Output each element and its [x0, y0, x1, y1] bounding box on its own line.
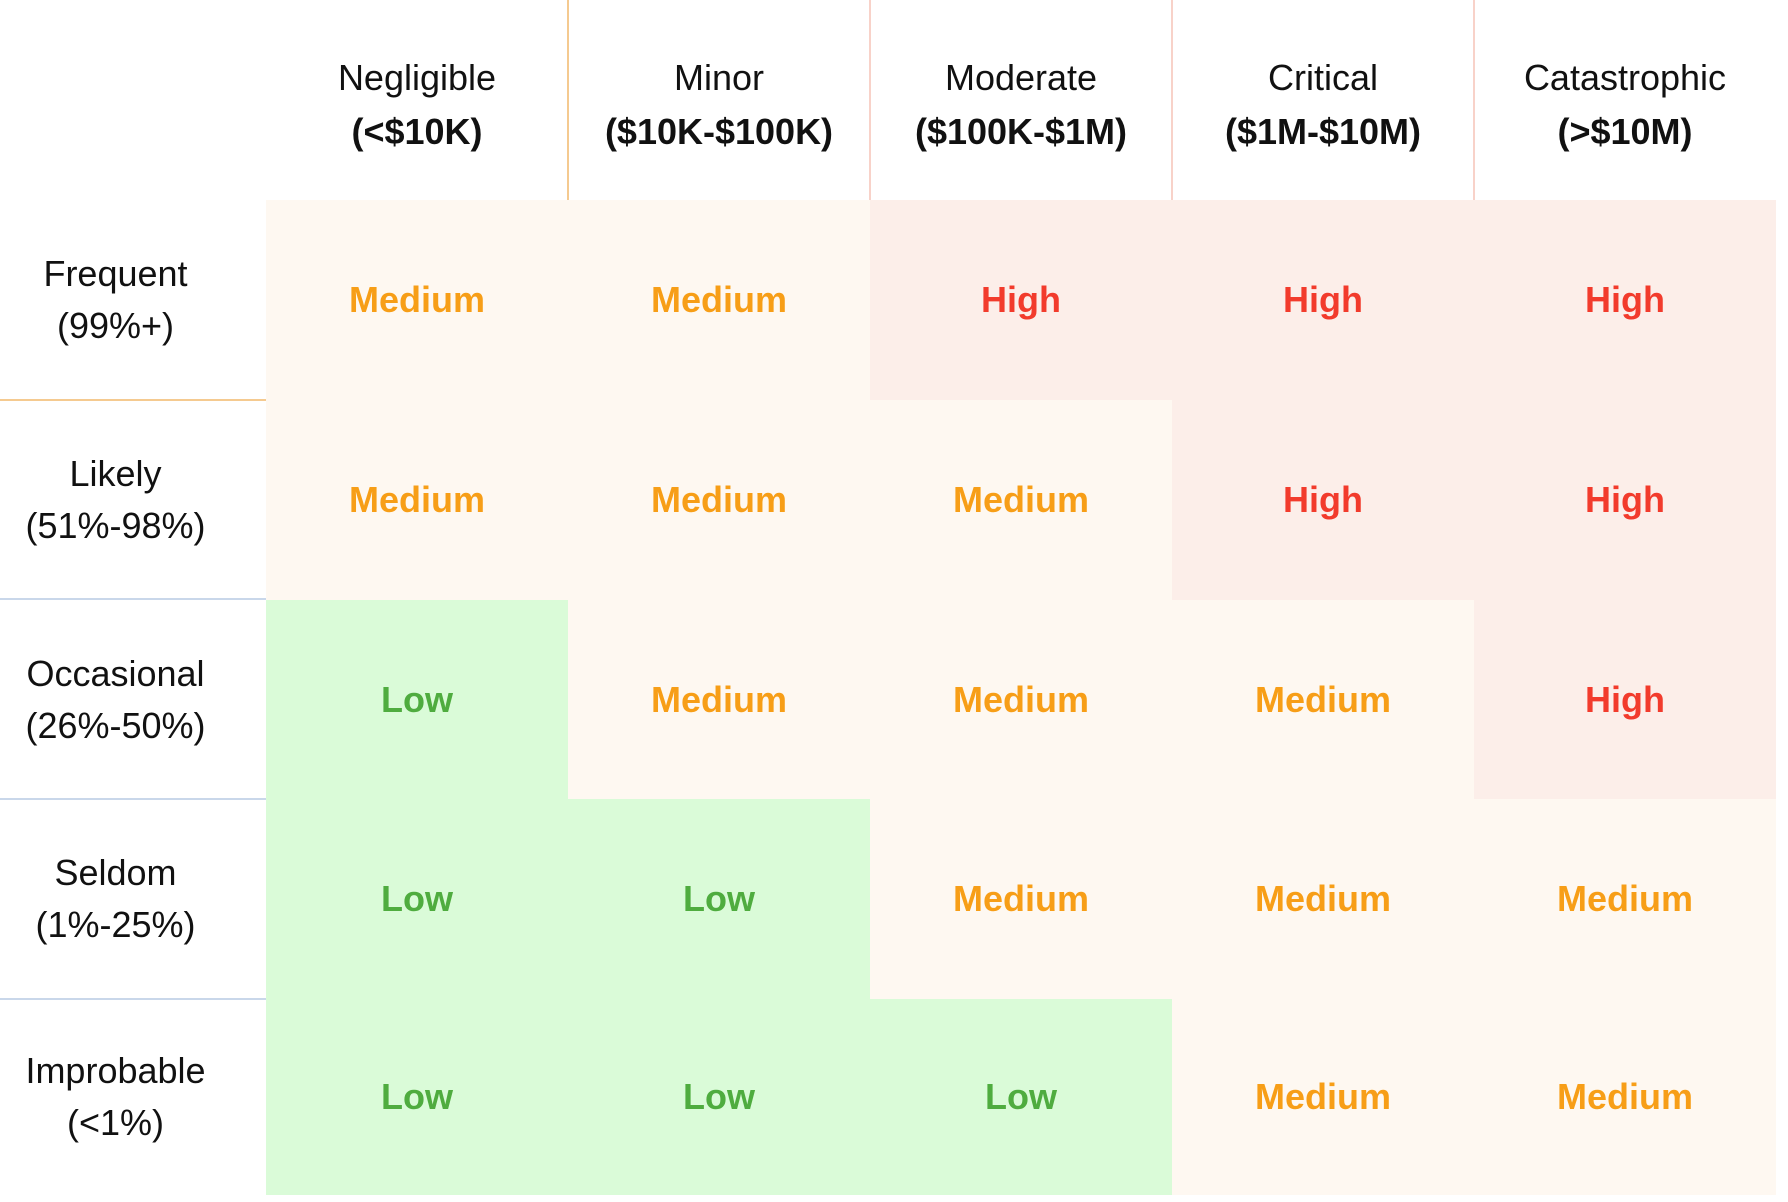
risk-level-value: Medium [348, 479, 485, 520]
risk-level-value: Low [683, 878, 755, 919]
cell-frequent-minor: Medium [568, 200, 870, 400]
row-divider [0, 798, 267, 800]
cell-improbable-moderate: Low [870, 999, 1172, 1195]
cell-occasional-catastrophic: High [1474, 600, 1776, 799]
row-header-label: Occasional [26, 652, 205, 694]
row-header-occasional: Occasional (26%-50%) [0, 600, 267, 799]
cell-occasional-minor: Medium [568, 600, 870, 799]
header-divider [567, 0, 569, 200]
risk-level-value: Low [381, 1076, 453, 1117]
row-header-label: Seldom [54, 852, 177, 893]
risk-level-value: Low [683, 1076, 755, 1117]
row-header-range: (1%-25%) [35, 904, 196, 945]
risk-level-value: High [981, 279, 1061, 320]
cell-occasional-moderate: Medium [870, 600, 1172, 799]
cell-likely-critical: High [1172, 400, 1474, 600]
column-header-range: ($100K-$1M) [914, 111, 1128, 152]
risk-level-value: High [1283, 479, 1363, 520]
risk-level-value: High [1585, 479, 1665, 520]
cell-seldom-critical: Medium [1172, 799, 1474, 999]
risk-level-value: Medium [952, 479, 1089, 520]
cell-seldom-negligible: Low [266, 799, 568, 999]
column-header-negligible: Negligible (<$10K) [266, 0, 568, 200]
row-header-label: Likely [69, 453, 162, 494]
column-header-label: Critical [1267, 57, 1378, 98]
cell-frequent-catastrophic: High [1474, 200, 1776, 400]
row-header-improbable: Improbable (<1%) [0, 999, 267, 1195]
cell-frequent-moderate: High [870, 200, 1172, 400]
column-header-range: (>$10M) [1557, 111, 1693, 152]
risk-level-value: High [1585, 678, 1665, 720]
cell-likely-catastrophic: High [1474, 400, 1776, 600]
header-divider [1171, 0, 1173, 200]
header-divider [869, 0, 871, 200]
cell-improbable-catastrophic: Medium [1474, 999, 1776, 1195]
risk-level-value: High [1283, 279, 1363, 320]
cell-seldom-minor: Low [568, 799, 870, 999]
column-header-minor: Minor ($10K-$100K) [568, 0, 870, 200]
row-divider [0, 598, 267, 600]
row-header-likely: Likely (51%-98%) [0, 400, 267, 600]
cell-improbable-critical: Medium [1172, 999, 1474, 1195]
cell-likely-negligible: Medium [266, 400, 568, 600]
column-header-catastrophic: Catastrophic (>$10M) [1474, 0, 1776, 200]
risk-level-value: Medium [650, 479, 787, 520]
row-divider [0, 998, 267, 1000]
column-header-range: ($1M-$10M) [1224, 111, 1422, 152]
header-divider [1473, 0, 1475, 200]
row-header-range: (51%-98%) [25, 505, 206, 546]
cell-frequent-critical: High [1172, 200, 1474, 400]
row-header-range: (<1%) [66, 1102, 165, 1143]
cell-seldom-moderate: Medium [870, 799, 1172, 999]
cell-occasional-critical: Medium [1172, 600, 1474, 799]
column-header-moderate: Moderate ($100K-$1M) [870, 0, 1172, 200]
column-header-range: (<$10K) [351, 111, 483, 152]
row-divider [0, 399, 267, 401]
risk-level-value: Medium [952, 878, 1089, 919]
row-header-range: (26%-50%) [25, 704, 206, 746]
cell-likely-moderate: Medium [870, 400, 1172, 600]
column-header-label: Moderate [944, 57, 1098, 98]
risk-level-value: High [1585, 279, 1665, 320]
risk-level-value: Medium [650, 678, 787, 720]
cell-improbable-minor: Low [568, 999, 870, 1195]
risk-level-value: Low [381, 678, 453, 720]
risk-level-value: Low [985, 1076, 1057, 1117]
row-header-range: (99%+) [56, 305, 175, 346]
row-header-label: Frequent [43, 253, 188, 294]
column-header-critical: Critical ($1M-$10M) [1172, 0, 1474, 200]
cell-likely-minor: Medium [568, 400, 870, 600]
risk-level-value: Medium [1556, 1076, 1693, 1117]
cell-frequent-negligible: Medium [266, 200, 568, 400]
cell-seldom-catastrophic: Medium [1474, 799, 1776, 999]
column-header-label: Negligible [337, 57, 497, 98]
column-header-label: Minor [673, 57, 765, 98]
risk-level-value: Medium [650, 279, 787, 320]
cell-occasional-negligible: Low [266, 600, 568, 799]
column-header-range: ($10K-$100K) [604, 111, 834, 152]
column-header-label: Catastrophic [1523, 57, 1727, 98]
risk-level-value: Low [381, 878, 453, 919]
risk-level-value: Medium [1254, 878, 1391, 919]
row-header-frequent: Frequent (99%+) [0, 200, 267, 400]
risk-level-value: Medium [348, 279, 485, 320]
risk-level-value: Medium [952, 678, 1089, 720]
row-header-label: Improbable [25, 1050, 206, 1091]
cell-improbable-negligible: Low [266, 999, 568, 1195]
risk-level-value: Medium [1254, 678, 1391, 720]
risk-level-value: Medium [1556, 878, 1693, 919]
risk-level-value: Medium [1254, 1076, 1391, 1117]
row-header-seldom: Seldom (1%-25%) [0, 799, 267, 999]
